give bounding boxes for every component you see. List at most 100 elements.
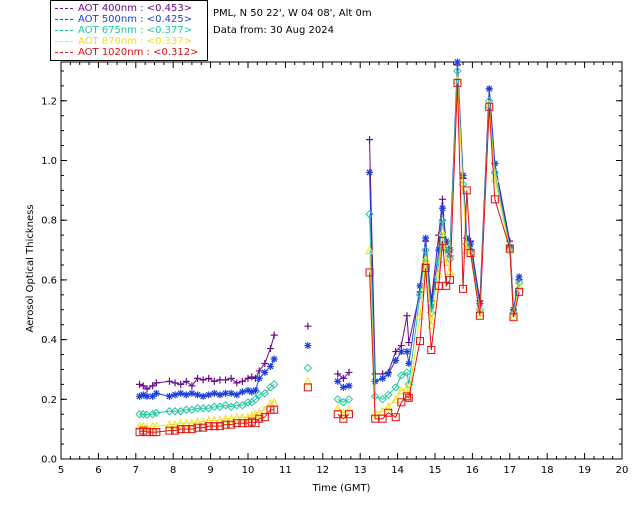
data-point — [334, 370, 342, 378]
data-point — [475, 311, 484, 320]
data-point — [397, 385, 406, 395]
data-point — [188, 382, 196, 390]
data-point — [136, 392, 144, 400]
data-point — [462, 186, 471, 195]
data-point — [442, 245, 451, 255]
data-point — [227, 374, 235, 382]
data-point — [270, 405, 279, 414]
x-tick-label: 17 — [503, 465, 516, 476]
data-point — [255, 367, 263, 375]
legend-item-500: AOT 500nm : <0.425> — [55, 14, 192, 26]
legend-swatch — [55, 51, 73, 53]
data-point — [238, 401, 247, 410]
data-point — [177, 380, 185, 388]
data-point — [270, 355, 278, 363]
x-tick-label: 7 — [133, 465, 139, 476]
x-tick-label: 5 — [58, 465, 64, 476]
data-point — [171, 391, 179, 399]
data-point — [453, 58, 461, 66]
data-point — [210, 402, 219, 411]
x-tick-label: 11 — [279, 465, 292, 476]
data-point — [445, 275, 454, 284]
data-point — [198, 404, 208, 413]
data-point — [333, 395, 342, 404]
data-point — [188, 389, 196, 397]
data-point — [182, 377, 190, 385]
data-point — [233, 379, 241, 387]
x-tick-label: 8 — [170, 465, 176, 476]
data-point — [238, 388, 246, 396]
data-point — [171, 426, 180, 435]
data-point — [205, 391, 213, 399]
data-point — [165, 420, 174, 429]
data-point — [227, 420, 236, 429]
legend-label: AOT 870nm : <0.337> — [78, 36, 193, 47]
data-point — [333, 410, 342, 419]
data-point — [421, 263, 430, 272]
series-line — [139, 61, 520, 397]
data-point — [485, 85, 493, 93]
data-point — [269, 380, 279, 389]
x-tick-label: 12 — [316, 465, 329, 476]
data-point — [243, 398, 253, 407]
data-point — [260, 413, 269, 422]
data-point — [244, 374, 252, 382]
data-point — [210, 377, 218, 385]
x-tick-label: 16 — [466, 465, 479, 476]
data-point — [194, 391, 202, 399]
data-point — [261, 368, 269, 376]
date-label: Data from: 30 Aug 2024 — [213, 25, 334, 36]
data-point — [187, 418, 197, 428]
data-point — [515, 273, 523, 281]
data-point — [152, 428, 161, 437]
data-point — [135, 410, 144, 419]
data-point — [210, 415, 219, 425]
data-point — [148, 410, 157, 419]
legend-swatch — [55, 18, 73, 20]
y-tick-label: 0.2 — [41, 395, 57, 406]
data-point — [233, 391, 241, 399]
data-point — [251, 386, 259, 394]
data-point — [339, 414, 348, 423]
data-point — [165, 426, 174, 435]
data-point — [176, 418, 185, 428]
data-point — [251, 395, 260, 404]
data-point — [152, 379, 160, 387]
data-point — [232, 412, 242, 422]
data-point — [391, 383, 400, 392]
data-point — [344, 410, 353, 419]
data-point — [421, 245, 430, 255]
data-point — [177, 389, 185, 397]
data-point — [248, 373, 256, 381]
y-tick-label: 0.0 — [41, 455, 57, 466]
data-point — [422, 234, 430, 242]
legend-label: AOT 1020nm : <0.312> — [78, 47, 199, 58]
data-point — [255, 374, 263, 382]
data-point — [339, 374, 347, 382]
data-point — [165, 407, 174, 416]
data-point — [171, 379, 179, 387]
plot-axes: 5 6 7 8 9 10 11 12 13 14 15 16 17 18 19 20 0.0 0.2 0.4 0.6 0… — [41, 61, 628, 476]
data-point — [152, 389, 160, 397]
data-point — [210, 422, 219, 431]
data-point — [405, 339, 413, 347]
data-point — [210, 389, 218, 397]
y-tick-label: 0.4 — [41, 335, 57, 346]
data-point — [170, 407, 180, 416]
data-point — [199, 423, 208, 432]
data-point — [261, 359, 269, 367]
data-point — [391, 413, 400, 422]
data-point — [514, 281, 524, 290]
data-point — [403, 348, 411, 356]
data-point — [438, 195, 446, 203]
data-point — [193, 423, 202, 432]
x-tick-label: 6 — [95, 465, 101, 476]
data-point — [485, 102, 494, 111]
y-tick-label: 0.8 — [41, 216, 57, 227]
data-point — [397, 371, 406, 380]
data-point — [397, 342, 405, 350]
data-point — [266, 345, 274, 353]
data-point — [397, 398, 406, 407]
data-point — [143, 385, 151, 393]
